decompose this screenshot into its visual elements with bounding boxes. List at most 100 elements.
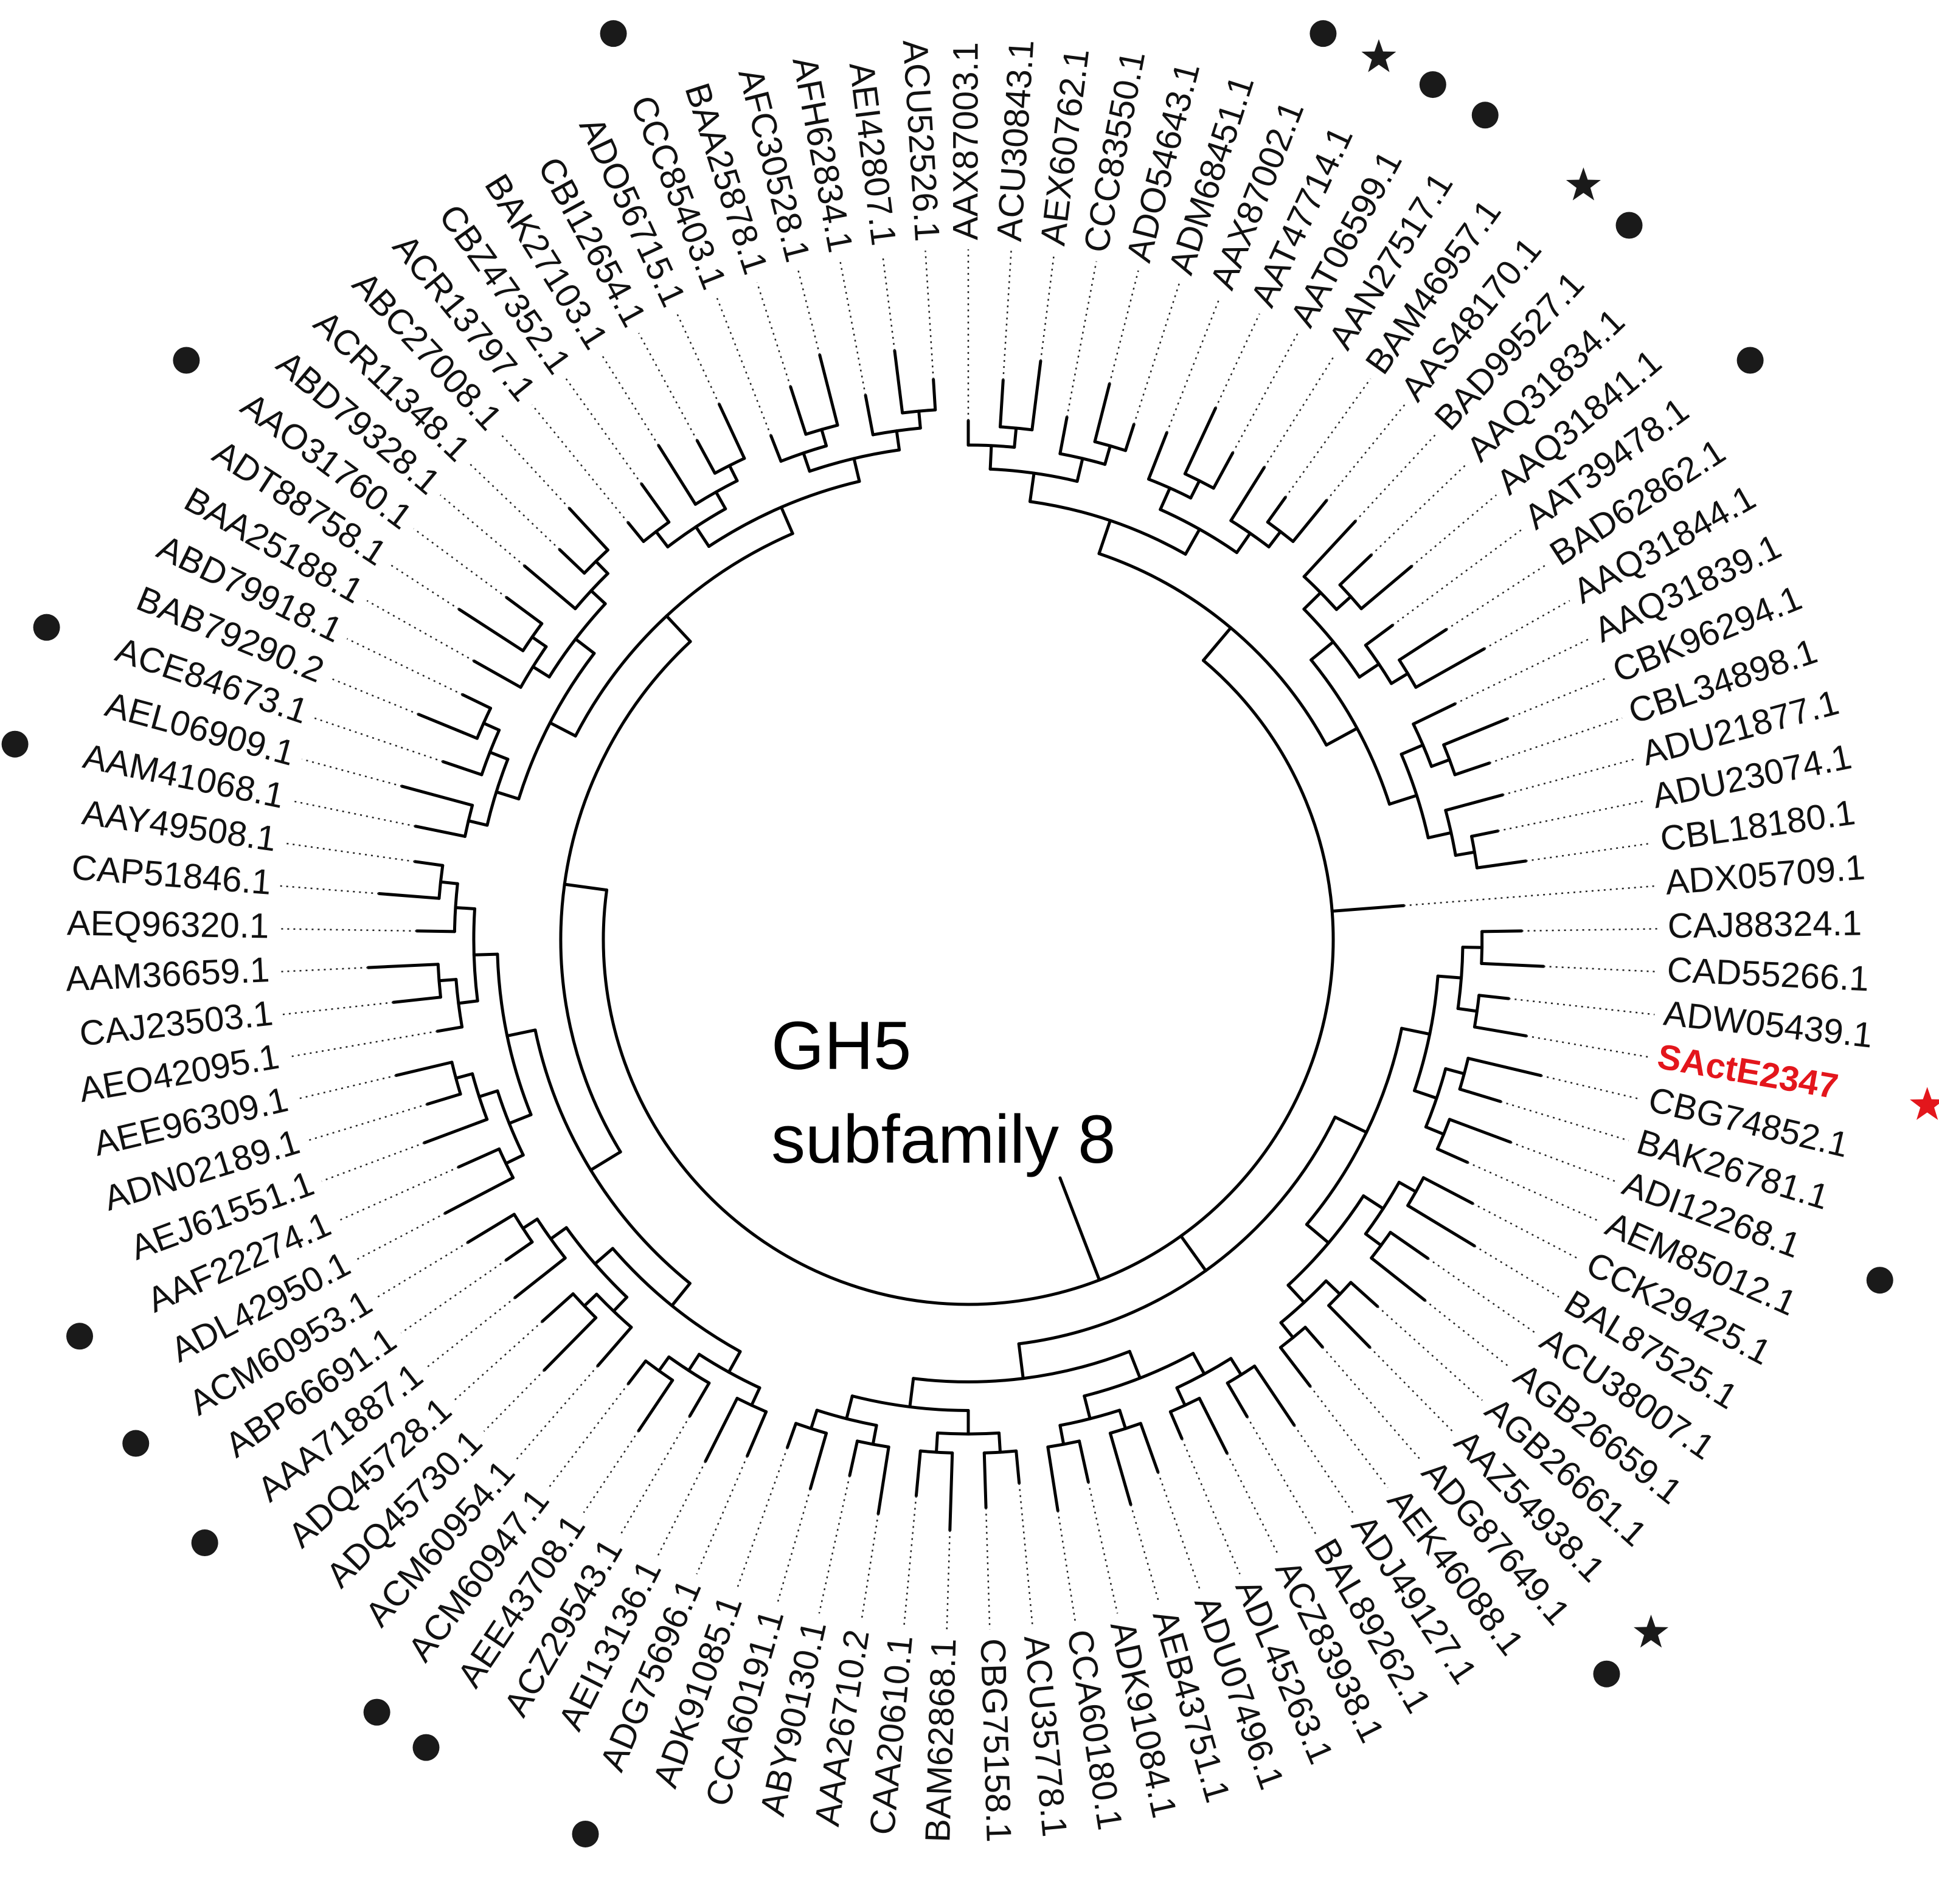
- leaf-guide-line: [1108, 270, 1139, 384]
- leaf-guide-line: [1403, 885, 1657, 907]
- tree-branch: [549, 1226, 568, 1241]
- leaf-guide-line: [1543, 965, 1658, 973]
- tree-branch: [694, 525, 710, 549]
- tree-branch: [1325, 727, 1359, 747]
- tree-branch: [718, 403, 746, 460]
- leaf-guide-line: [1508, 997, 1655, 1016]
- tree-branch: [688, 1381, 711, 1418]
- leaf-guide-line: [1472, 1202, 1581, 1261]
- circle-marker-icon: [1736, 347, 1764, 374]
- tree-branch: [1412, 702, 1457, 726]
- tree-branch: [999, 378, 1005, 429]
- leaf-guide-line: [1133, 282, 1181, 425]
- leaf-guide-line: [291, 800, 416, 827]
- tree-branch: [876, 1445, 890, 1515]
- tree-branch: [1480, 961, 1545, 968]
- tree-branch: [1456, 1006, 1479, 1013]
- tree-branch: [1398, 628, 1448, 662]
- tree-branch: [670, 1281, 692, 1307]
- tree-branch: [1470, 829, 1500, 838]
- tree-branch: [1424, 1125, 1446, 1136]
- tree-branch: [1046, 1445, 1060, 1512]
- tree-branch: [1421, 1176, 1474, 1205]
- tree-branch: [1201, 626, 1233, 662]
- tree-branch: [1426, 831, 1453, 840]
- leaf-guide-line: [1541, 1075, 1640, 1100]
- tree-branch: [1198, 1396, 1229, 1455]
- tree-branch: [612, 1295, 629, 1313]
- leaf-label: CAP51846.1: [70, 848, 272, 902]
- circle-marker-icon: [66, 1323, 94, 1350]
- tree-branch: [934, 1431, 939, 1454]
- tree-branch: [687, 1352, 701, 1373]
- leaf-guide-line: [583, 1430, 640, 1514]
- tree-branch: [1397, 1180, 1418, 1194]
- leaf-guide-line: [1525, 842, 1653, 862]
- circle-marker-icon: [122, 1430, 150, 1457]
- leaf-guide-line: [903, 1495, 917, 1627]
- leaf-guide-line: [736, 1447, 788, 1590]
- tree-branch: [563, 882, 609, 892]
- tree-branch: [893, 349, 904, 415]
- tree-branch: [594, 559, 609, 575]
- leaf-guide-line: [1500, 1101, 1629, 1141]
- tree-branch: [1305, 1223, 1330, 1245]
- tree-branch: [1358, 662, 1381, 679]
- leaf-guide-line: [924, 251, 934, 380]
- leaf-label: ADX05709.1: [1664, 848, 1867, 902]
- tree-branch: [1077, 1439, 1090, 1484]
- tree-branch: [988, 444, 993, 471]
- leaf-label: CAD55266.1: [1666, 950, 1870, 999]
- leaf-guide-line: [400, 1259, 507, 1334]
- tree-branch: [845, 1394, 854, 1421]
- tree-arc: [602, 659, 1335, 1306]
- leaf-label: CBG75158.1: [973, 1638, 1018, 1843]
- tree-branch: [948, 1451, 954, 1532]
- tree-branch: [1183, 406, 1218, 476]
- leaf-guide-line: [1232, 333, 1299, 454]
- circle-marker-icon: [1471, 102, 1499, 129]
- tree-branch: [1229, 1357, 1243, 1377]
- tree-branch: [895, 429, 901, 452]
- leaf-guide-line: [1018, 1483, 1034, 1627]
- tree-branch: [477, 1089, 499, 1099]
- tree-branch: [626, 521, 645, 543]
- circle-marker-icon: [1593, 1660, 1620, 1688]
- leaf-guide-line: [1285, 378, 1372, 498]
- tree-branch: [1400, 743, 1424, 756]
- tree-branch: [657, 1355, 671, 1373]
- tree-branch: [548, 721, 577, 738]
- leaf-guide-line: [1322, 1346, 1422, 1461]
- leaf-guide-line: [1293, 1424, 1354, 1514]
- circle-marker-icon: [1615, 212, 1643, 239]
- tree-branch: [1279, 1321, 1295, 1340]
- tree-branch: [809, 1408, 819, 1430]
- leaf-guide-line: [338, 1166, 459, 1222]
- tree-branch: [1430, 758, 1451, 768]
- tree-branch: [1364, 1232, 1383, 1247]
- tree-branch: [505, 1028, 537, 1037]
- tree-branch: [908, 1377, 915, 1408]
- tree-branch: [1324, 1279, 1342, 1296]
- tree-branch: [488, 750, 510, 761]
- tree-branch: [531, 665, 551, 679]
- tree-branch: [1159, 486, 1171, 511]
- leaf-guide-line: [860, 1513, 879, 1622]
- tree-branch: [1338, 553, 1373, 587]
- leaf-guide-line: [426, 1296, 516, 1368]
- tree-branch: [789, 385, 808, 436]
- leaf-label: CAJ88324.1: [1667, 903, 1862, 946]
- tree-branch: [1400, 1026, 1432, 1036]
- leaf-guide-line: [1483, 600, 1570, 650]
- tree-branch: [1291, 499, 1328, 543]
- tree-branch: [848, 1439, 859, 1477]
- tree-branch: [466, 1213, 516, 1244]
- tree-branch: [1179, 1234, 1207, 1272]
- leaf-guide-line: [715, 296, 772, 437]
- tree-branch: [377, 892, 441, 900]
- tree-branch: [394, 1061, 454, 1077]
- tree-branch: [1414, 647, 1486, 689]
- tree-branch: [1453, 761, 1491, 777]
- tree-branch: [818, 353, 839, 427]
